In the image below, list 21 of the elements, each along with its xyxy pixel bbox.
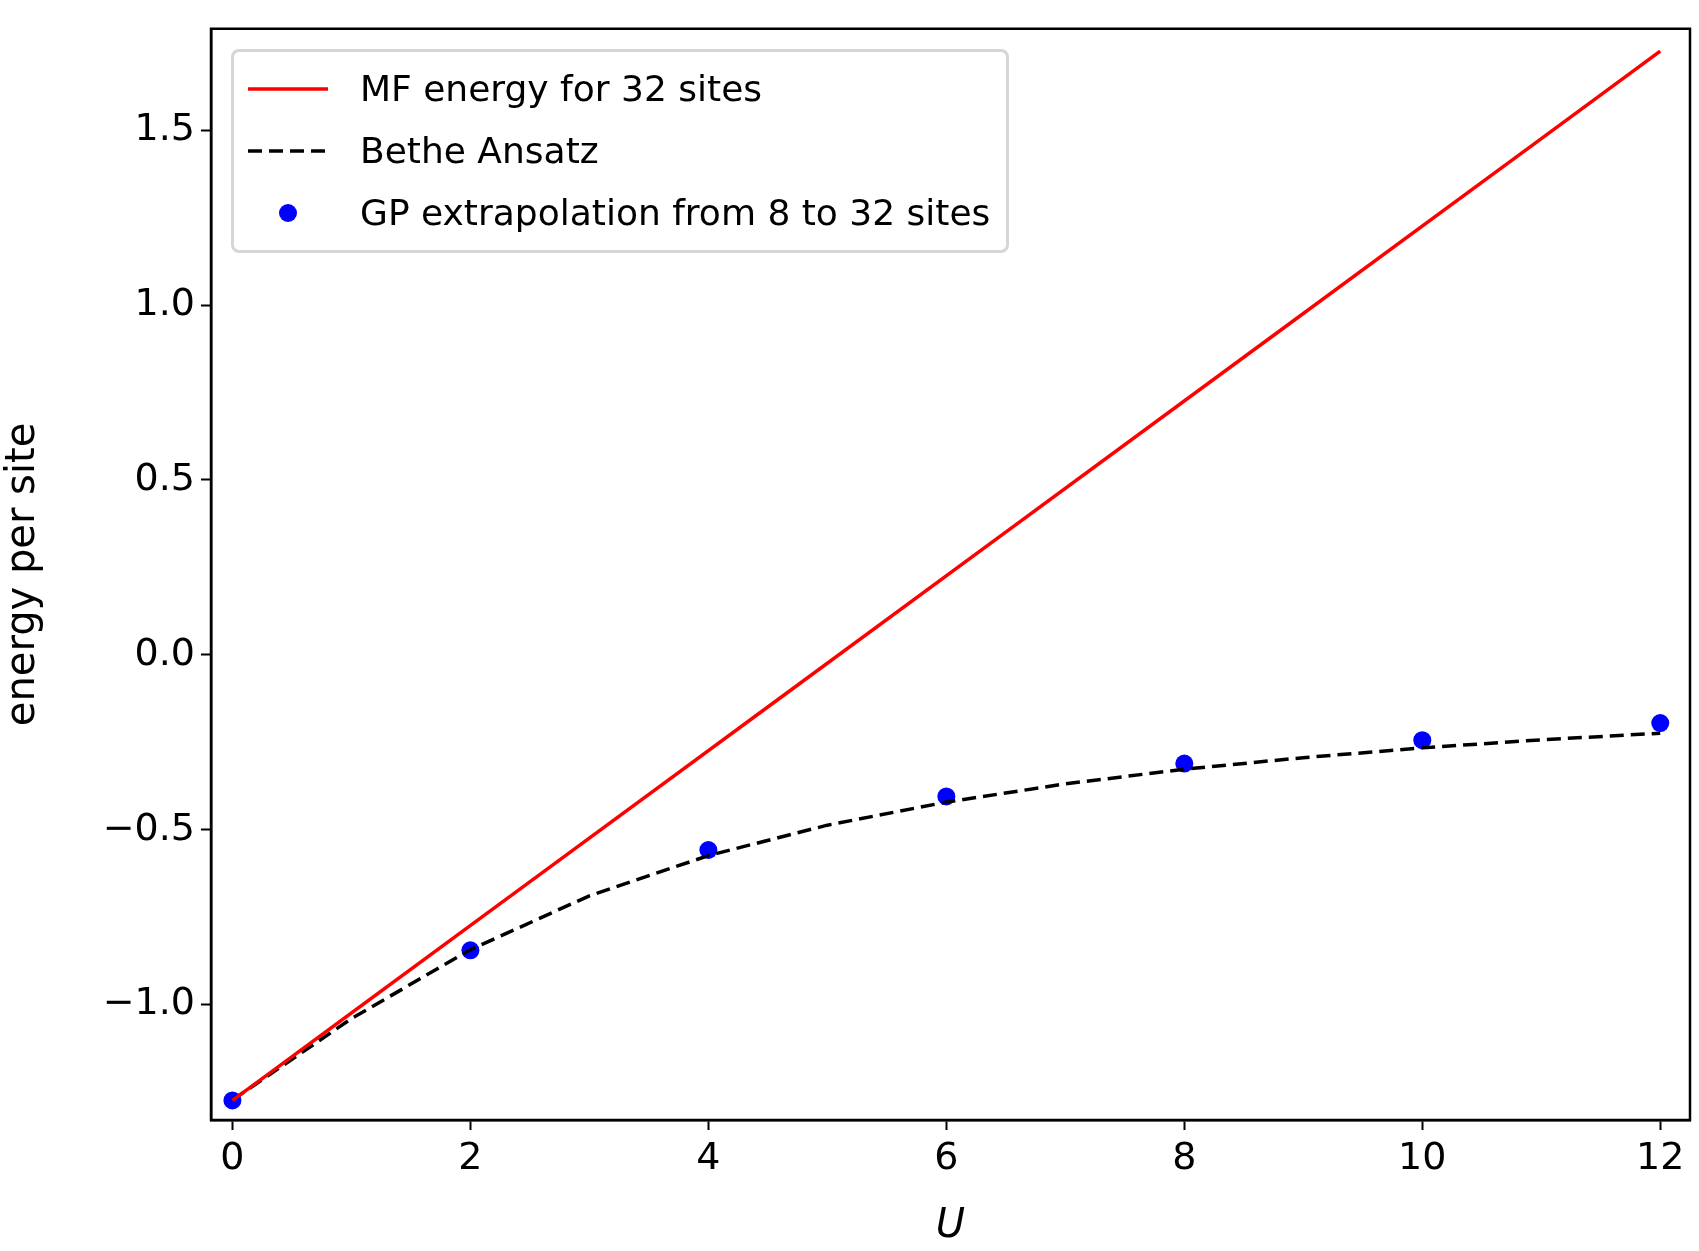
point <box>1175 754 1194 773</box>
y-tick-label: 1.5 <box>134 105 195 150</box>
x-tick-label: 8 <box>1172 1133 1197 1178</box>
x-tick-label: 4 <box>696 1133 721 1178</box>
y-tick-label: −1.0 <box>102 979 195 1024</box>
x-tick-label: 12 <box>1636 1133 1685 1178</box>
x-tick-label: 6 <box>934 1133 959 1178</box>
y-tick-label: 0.5 <box>134 454 195 499</box>
x-tick-label: 10 <box>1398 1133 1447 1178</box>
legend-label: MF energy for 32 sites <box>360 68 763 110</box>
legend-label: GP extrapolation from 8 to 32 sites <box>360 192 991 234</box>
legend-label: Bethe Ansatz <box>360 130 599 172</box>
x-tick-label: 2 <box>458 1133 483 1178</box>
y-tick-label: 0.0 <box>134 629 195 674</box>
y-tick-label: 1.0 <box>134 279 195 324</box>
point <box>1651 714 1670 733</box>
y-tick-label: −0.5 <box>102 804 195 849</box>
y-axis-title: energy per site <box>0 422 44 727</box>
x-axis-title: U <box>935 1200 966 1247</box>
point <box>1413 731 1432 750</box>
x-tick-label: 0 <box>220 1133 245 1178</box>
